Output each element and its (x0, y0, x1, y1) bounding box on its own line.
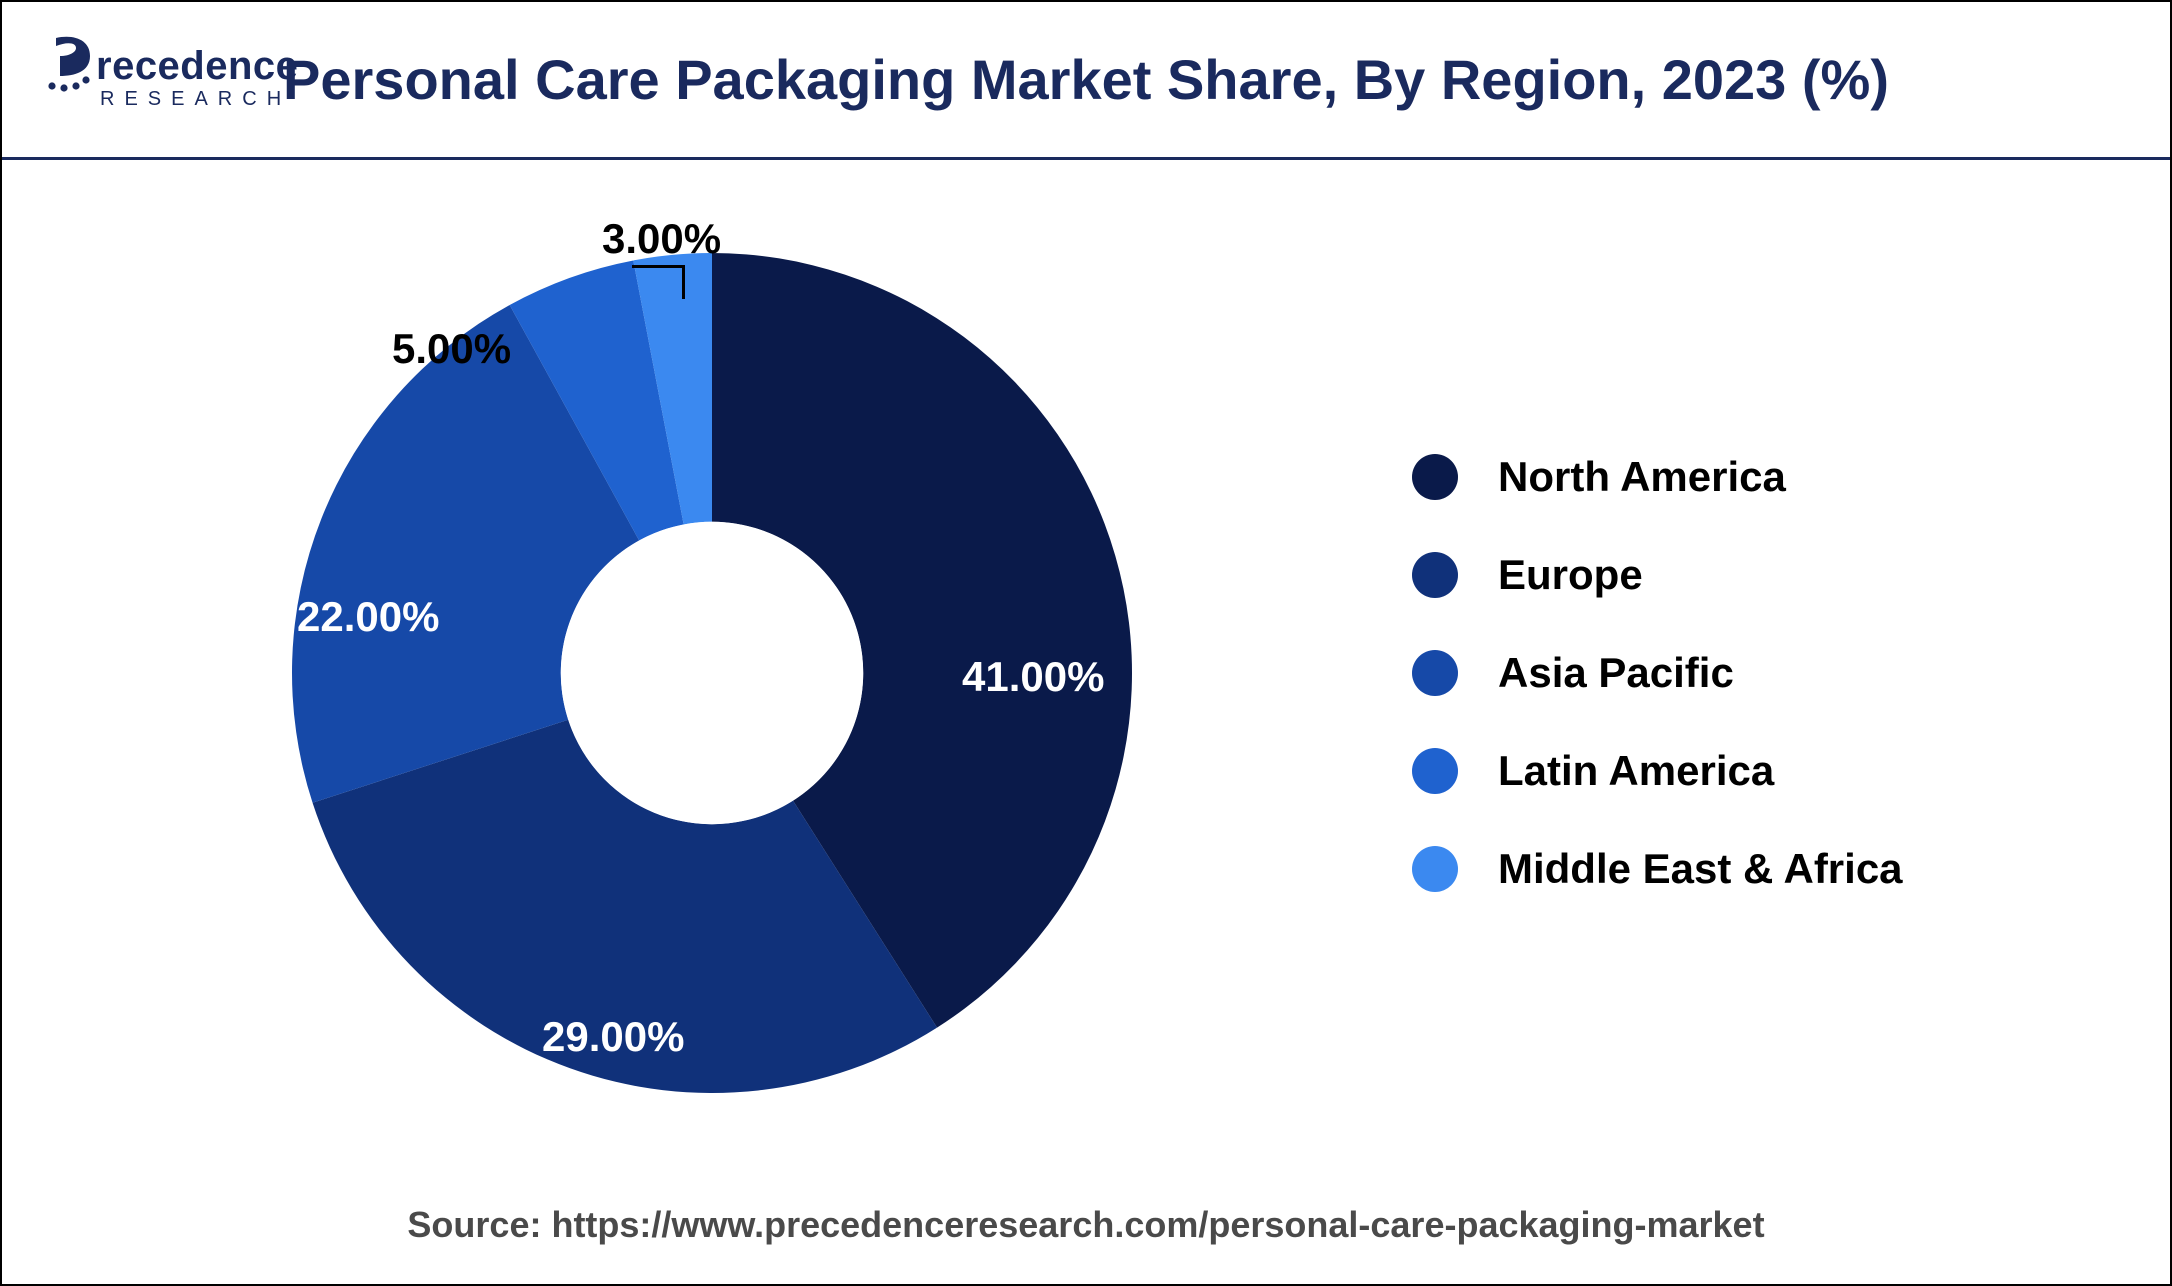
slice-label-europe: 29.00% (542, 1013, 684, 1061)
legend-label: North America (1498, 453, 1786, 501)
slice-label-asia-pacific: 22.00% (297, 593, 439, 641)
legend-swatch-icon (1412, 846, 1458, 892)
brand-text-block: recedence RESEARCH (96, 32, 298, 111)
brand-name: recedence (96, 46, 298, 86)
legend-swatch-icon (1412, 454, 1458, 500)
legend-swatch-icon (1412, 650, 1458, 696)
leader-line-h (632, 265, 682, 268)
legend-swatch-icon (1412, 552, 1458, 598)
chart-body: 41.00% 29.00% 22.00% 5.00% 3.00% North A… (2, 163, 2170, 1284)
header-bar: recedence RESEARCH Personal Care Packagi… (2, 2, 2170, 160)
donut-hole (561, 522, 863, 824)
brand-mark-icon (46, 32, 92, 98)
slice-label-latin-america: 5.00% (392, 325, 511, 373)
legend-item: Asia Pacific (1412, 649, 1903, 697)
legend: North America Europe Asia Pacific Latin Ame… (1412, 453, 1903, 943)
legend-item: Europe (1412, 551, 1903, 599)
brand-subtitle: RESEARCH (100, 88, 298, 111)
legend-label: Europe (1498, 551, 1643, 599)
legend-label: Latin America (1498, 747, 1774, 795)
source-citation: Source: https://www.precedenceresearch.c… (2, 1204, 2170, 1246)
donut-chart: 41.00% 29.00% 22.00% 5.00% 3.00% (262, 223, 1162, 1123)
legend-swatch-icon (1412, 748, 1458, 794)
legend-item: Latin America (1412, 747, 1903, 795)
legend-item: North America (1412, 453, 1903, 501)
chart-frame: recedence RESEARCH Personal Care Packagi… (0, 0, 2172, 1286)
legend-label: Asia Pacific (1498, 649, 1734, 697)
legend-item: Middle East & Africa (1412, 845, 1903, 893)
slice-label-mea: 3.00% (602, 215, 721, 263)
slice-label-north-america: 41.00% (962, 653, 1104, 701)
legend-label: Middle East & Africa (1498, 845, 1903, 893)
chart-title: Personal Care Packaging Market Share, By… (2, 47, 2170, 112)
brand-logo: recedence RESEARCH (46, 32, 298, 111)
leader-line-v (682, 265, 685, 299)
